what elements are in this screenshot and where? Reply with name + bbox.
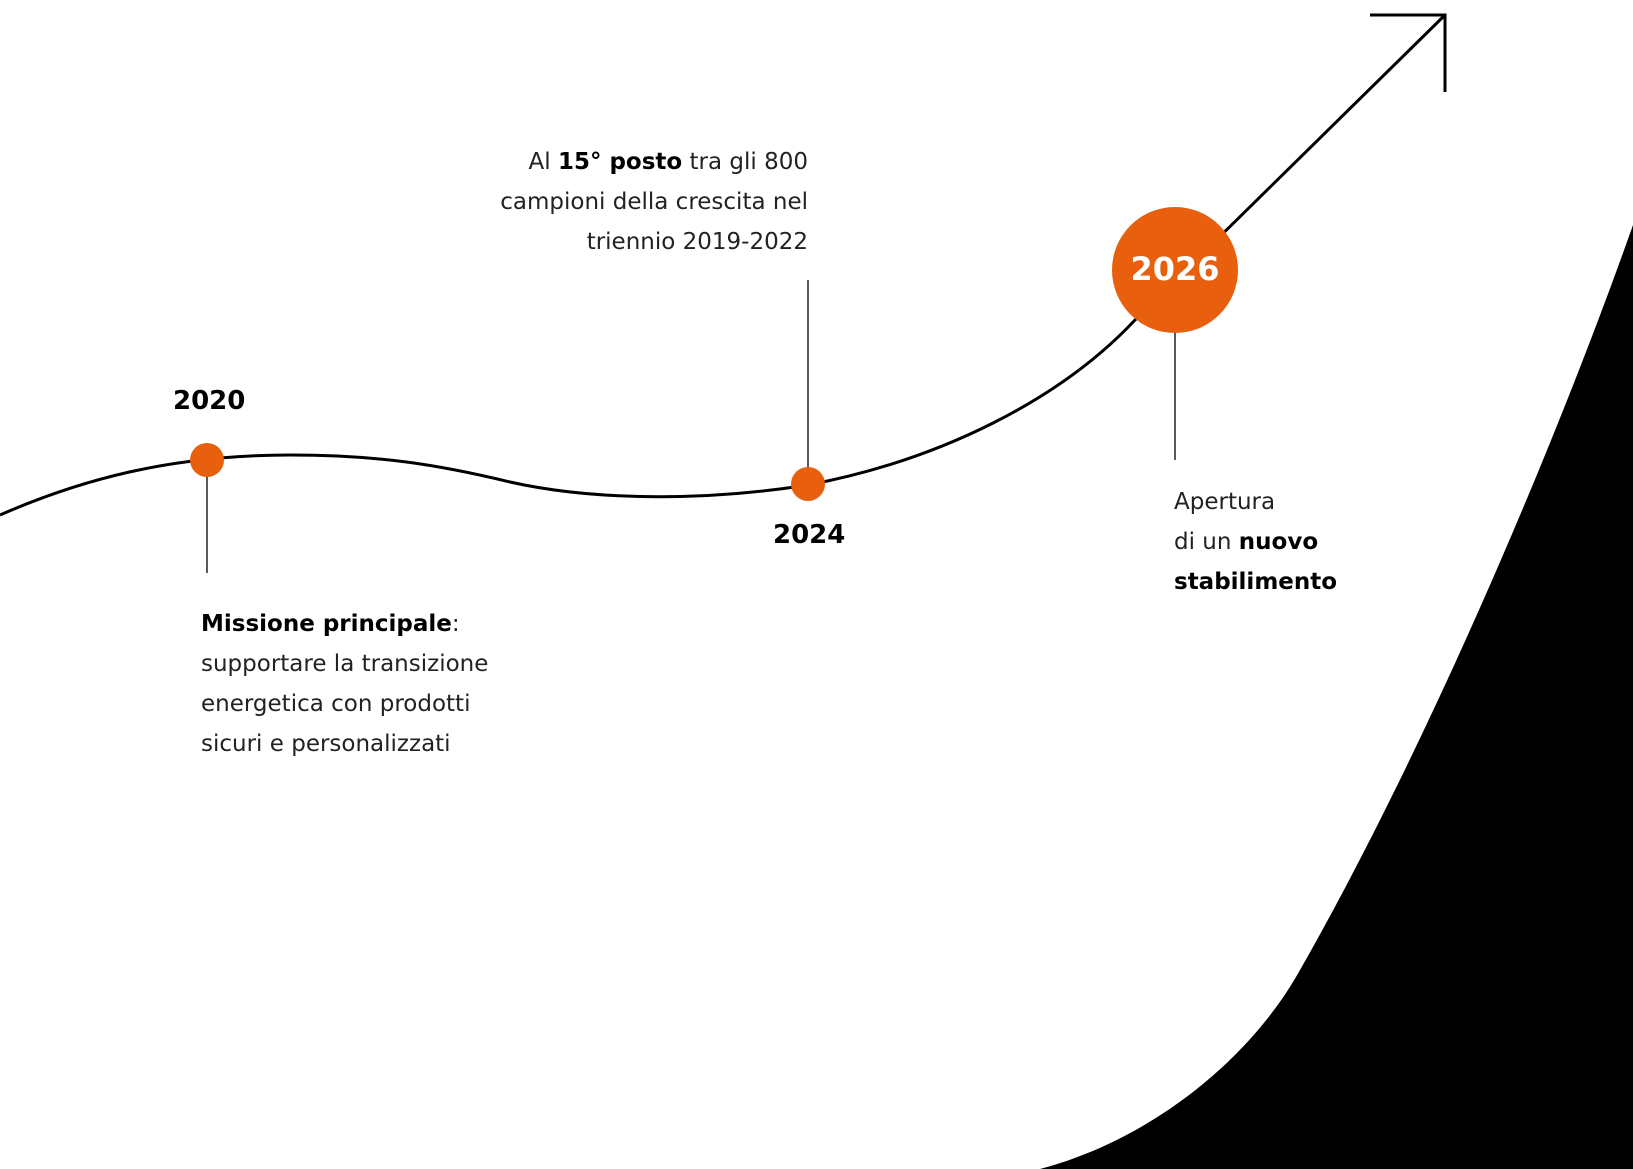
milestone-2020-colon: : (451, 611, 460, 637)
milestone-2024-description: Al 15° posto tra gli 800 campioni della … (440, 142, 808, 262)
milestone-2026-bold2: stabilimento (1174, 569, 1338, 595)
milestone-2024-post: tra gli 800 (682, 149, 808, 175)
milestone-2020-line4: sicuri e personalizzati (201, 731, 451, 757)
milestone-2020-description: Missione principale: supportare la trans… (201, 604, 541, 764)
milestone-2026-description: Apertura di un nuovo stabilimento (1174, 482, 1434, 602)
milestone-2020-bold: Missione principale (201, 611, 452, 637)
year-label-2026: 2026 (1130, 250, 1220, 288)
black-shape (1040, 225, 1633, 1169)
milestone-2026-line1: Apertura (1174, 489, 1276, 515)
milestone-2026-line3: stabilimento (1174, 562, 1434, 602)
marker-2024 (791, 467, 825, 501)
milestone-2024-bold: 15° posto (557, 149, 683, 175)
year-label-2024: 2024 (773, 520, 846, 550)
milestone-2024-line3: triennio 2019-2022 (586, 229, 808, 255)
milestone-2020-line1: Missione principale: (201, 604, 541, 644)
marker-2026 (1112, 207, 1238, 333)
milestone-2026-pre: di un (1174, 529, 1239, 555)
milestone-2024-line2: campioni della crescita nel (500, 189, 808, 215)
milestone-2020-line2: supportare la transizione (201, 651, 489, 677)
arrow-head-icon (1370, 13, 1447, 92)
milestone-2024-line1: Al 15° posto tra gli 800 (440, 142, 808, 182)
timeline-curve (0, 13, 1447, 517)
marker-2020 (190, 443, 224, 477)
milestone-2026-line2: di un nuovo (1174, 522, 1434, 562)
milestone-2020-line3: energetica con prodotti (201, 691, 471, 717)
year-label-2020: 2020 (173, 386, 246, 416)
milestone-2024-pre: Al (528, 149, 558, 175)
milestone-2026-bold1: nuovo (1238, 529, 1319, 555)
